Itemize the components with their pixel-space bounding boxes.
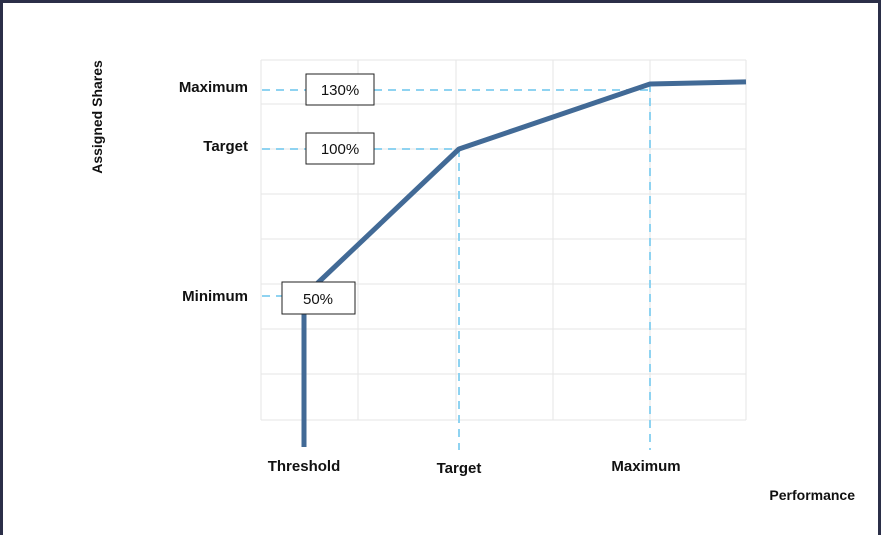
- value-label-50: 50%: [303, 291, 333, 308]
- value-label-130: 130%: [321, 82, 359, 99]
- label-box-maximum: 130%: [305, 73, 375, 106]
- y-tick-minimum: Minimum: [182, 288, 248, 305]
- y-tick-target: Target: [203, 138, 248, 155]
- x-tick-target: Target: [437, 460, 482, 477]
- x-tick-maximum: Maximum: [611, 458, 680, 475]
- x-tick-threshold: Threshold: [268, 458, 341, 475]
- y-tick-maximum: Maximum: [179, 79, 248, 96]
- x-axis-title: Performance: [769, 487, 855, 503]
- series-line: [301, 79, 747, 447]
- y-axis-title: Assigned Shares: [89, 60, 105, 174]
- chart-grid: [260, 59, 747, 421]
- value-label-100: 100%: [321, 141, 359, 158]
- label-box-target: 100%: [305, 132, 375, 165]
- label-box-minimum: 50%: [281, 281, 356, 315]
